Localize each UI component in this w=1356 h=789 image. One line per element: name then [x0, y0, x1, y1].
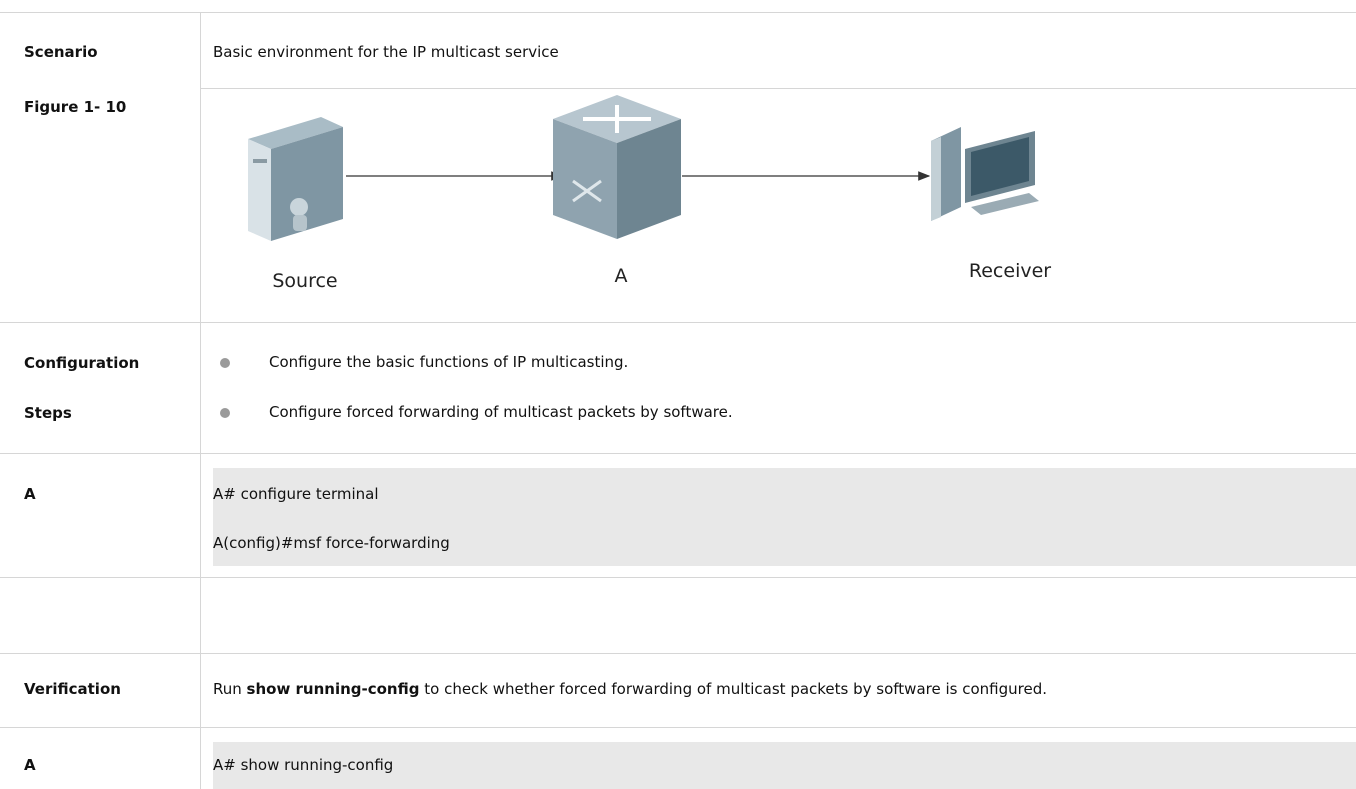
column-rule	[200, 12, 201, 789]
switch-icon	[553, 95, 681, 239]
code-line: A# show running-config	[213, 756, 394, 774]
code-line: A# configure terminal	[213, 485, 379, 503]
bullet-text: Configure forced forwarding of multicast…	[269, 403, 733, 421]
rule	[0, 653, 1356, 654]
row-label: Configuration	[24, 354, 140, 372]
row-label: Figure 1- 10	[24, 98, 127, 116]
bullet	[220, 408, 230, 418]
code-block	[213, 742, 1356, 789]
rule	[0, 322, 1356, 323]
bullet-text: Configure the basic functions of IP mult…	[269, 353, 629, 371]
rule	[0, 12, 1356, 13]
code-line: A(config)#msf force-forwarding	[213, 534, 450, 552]
node-label: Receiver	[969, 260, 1051, 282]
rule	[0, 577, 1356, 578]
server-icon	[248, 117, 343, 241]
cell-text: Basic environment for the IP multicast s…	[213, 43, 559, 61]
bullet	[220, 358, 230, 368]
rule	[0, 727, 1356, 728]
row-label: Scenario	[24, 43, 98, 61]
row-label: Verification	[24, 680, 121, 698]
cell-text: Run show running-config to check whether…	[213, 680, 1047, 698]
code-block	[213, 468, 1356, 566]
text: to check whether forced forwarding of mu…	[419, 680, 1047, 698]
row-label: Steps	[24, 404, 72, 422]
rule	[0, 453, 1356, 454]
pc-icon	[931, 127, 1039, 221]
node-label: Source	[272, 270, 337, 292]
rule	[200, 88, 1356, 89]
text: Run	[213, 680, 247, 698]
row-label: A	[24, 485, 36, 503]
row-label: A	[24, 756, 36, 774]
command: show running-config	[246, 680, 420, 698]
network-figure: Source A Receiver	[248, 95, 1051, 292]
node-label: A	[615, 265, 628, 287]
